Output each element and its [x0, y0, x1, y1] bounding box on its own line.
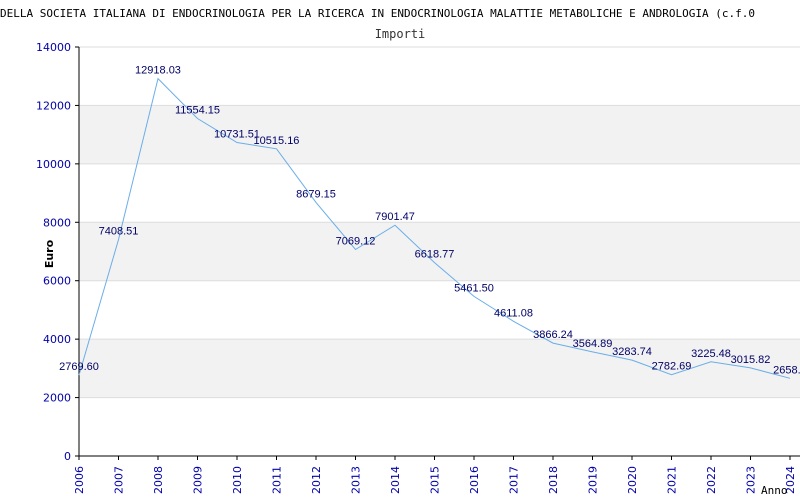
- grid-band: [79, 339, 800, 398]
- grid-band: [79, 222, 800, 281]
- data-label: 10515.16: [254, 135, 300, 147]
- data-label: 8679.15: [296, 188, 336, 200]
- x-axis-label: Anno: [761, 484, 788, 497]
- x-tick-label: 2021: [666, 466, 679, 494]
- y-tick-label: 10000: [36, 158, 71, 171]
- y-tick-label: 4000: [43, 333, 71, 346]
- data-label: 6618.77: [415, 249, 455, 261]
- series-line: [78, 77, 791, 379]
- y-tick-label: 2000: [43, 392, 71, 405]
- data-label: 2782.69: [652, 361, 692, 373]
- x-tick-label: 2019: [587, 466, 600, 494]
- x-tick-label: 2009: [192, 466, 205, 494]
- x-tick-label: 2024: [784, 466, 797, 494]
- x-tick-label: 2018: [547, 466, 560, 494]
- y-tick-label: 0: [64, 450, 71, 463]
- data-label: 2769.60: [59, 361, 99, 373]
- chart-title: DELLA SOCIETA ITALIANA DI ENDOCRINOLOGIA…: [0, 7, 755, 20]
- data-label: 3564.89: [573, 338, 613, 350]
- grid-bands: [79, 105, 800, 398]
- data-label: 3283.74: [612, 346, 652, 358]
- data-label: 7901.47: [375, 211, 415, 223]
- data-label: 4611.08: [494, 307, 533, 319]
- y-ticks: 0 2000 4000 6000 8000 10000 12000 14000: [36, 41, 79, 463]
- data-label: 11554.15: [175, 104, 220, 116]
- y-tick-label: 14000: [36, 41, 71, 54]
- data-label: 2658.3: [773, 364, 800, 376]
- data-label: 3225.48: [691, 348, 731, 360]
- x-tick-label: 2017: [508, 466, 521, 494]
- x-tick-label: 2016: [468, 466, 481, 494]
- x-tick-label: 2008: [152, 466, 165, 494]
- grid-band: [79, 105, 800, 164]
- chart-subtitle: Importi: [375, 27, 426, 41]
- y-tick-label: 12000: [36, 99, 71, 112]
- data-label: 10731.51: [214, 128, 260, 140]
- data-label: 12918.03: [135, 65, 181, 77]
- y-tick-label: 8000: [43, 216, 71, 229]
- x-tick-label: 2020: [626, 466, 639, 494]
- x-tick-label: 2007: [113, 466, 126, 494]
- data-label: 7408.51: [99, 226, 139, 238]
- x-ticks: 2006 2007 2008 2009 2010 2011 2012 2013 2014 2015…: [73, 456, 797, 494]
- data-label: 7069.12: [336, 235, 376, 247]
- x-tick-label: 2015: [429, 466, 442, 494]
- y-tick-label: 6000: [43, 275, 71, 288]
- x-tick-label: 2022: [705, 466, 718, 494]
- x-tick-label: 2006: [73, 466, 86, 494]
- x-tick-label: 2023: [745, 466, 758, 494]
- data-label: 3015.82: [731, 354, 771, 366]
- axes: [78, 47, 800, 457]
- x-tick-label: 2011: [271, 466, 284, 494]
- data-label: 3866.24: [533, 329, 573, 341]
- y-axis-label: Euro: [43, 239, 56, 268]
- x-tick-label: 2010: [231, 466, 244, 494]
- x-tick-label: 2012: [310, 466, 323, 494]
- x-tick-label: 2014: [389, 466, 402, 494]
- data-labels: 2769.60 7408.51 12918.03 11554.15 10731.5110…: [59, 65, 800, 377]
- data-label: 5461.50: [454, 282, 494, 294]
- x-tick-label: 2013: [350, 466, 363, 494]
